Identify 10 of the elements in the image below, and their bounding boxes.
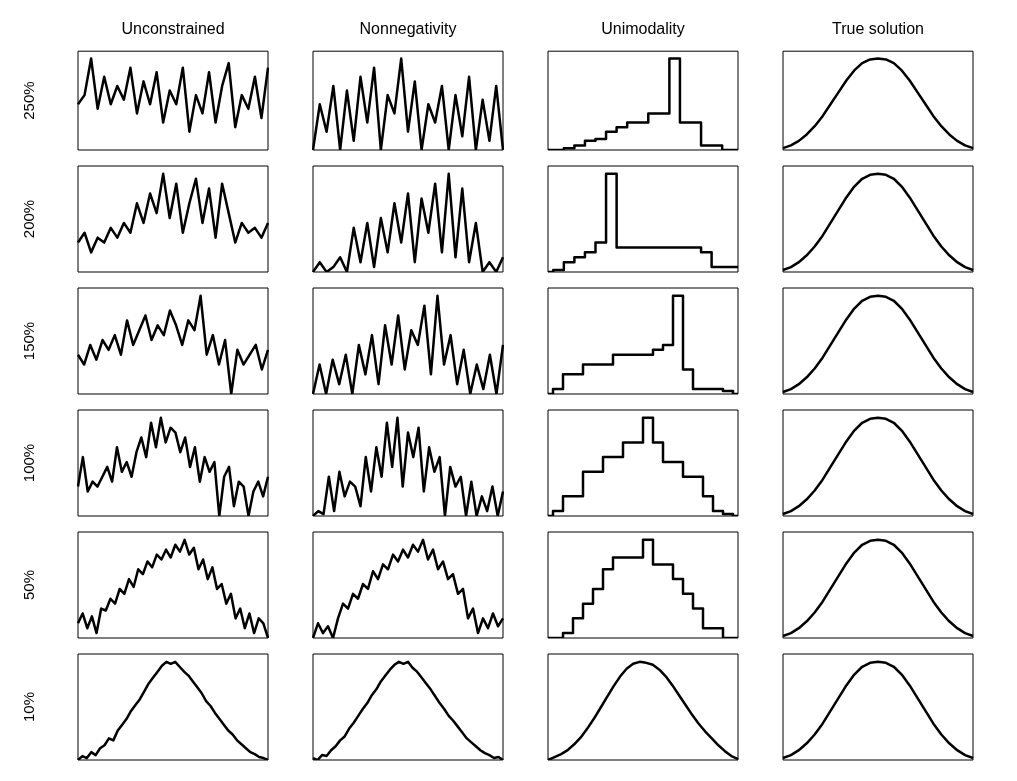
y-axis-title: 50% — [20, 569, 38, 601]
y-axis-title: 100% — [20, 443, 38, 483]
y-axis-title: 150% — [20, 321, 38, 361]
chart-title: Unimodality — [601, 20, 685, 38]
y-axis-title: 10% — [20, 691, 38, 723]
chart-title: Unconstrained — [121, 20, 225, 38]
y-axis-title: 200% — [20, 199, 38, 239]
chart-title: Nonnegativity — [359, 20, 457, 38]
y-axis-title: 250% — [20, 81, 38, 120]
chart-title: True solution — [832, 20, 924, 38]
